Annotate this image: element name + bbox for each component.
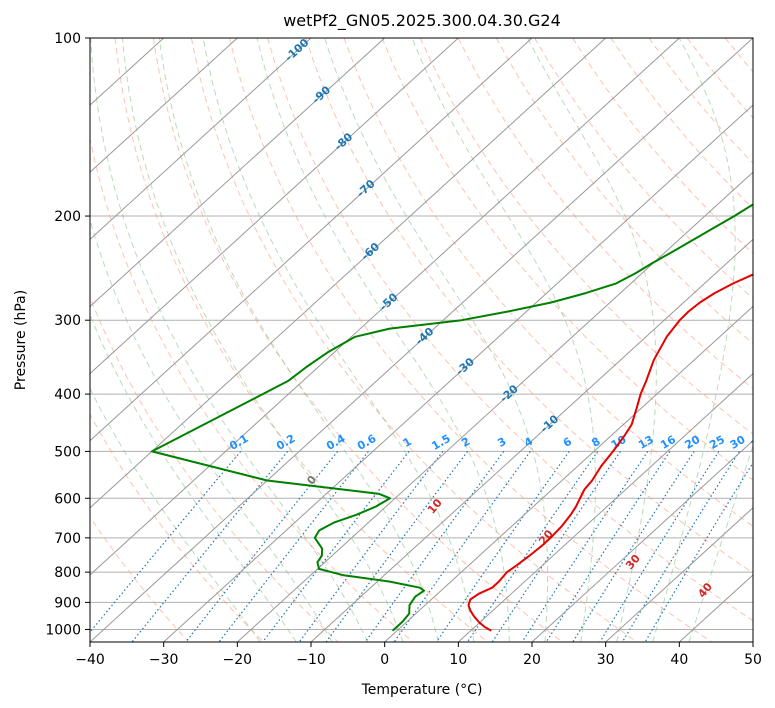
x-tick-label: 30 (597, 652, 615, 668)
moist-adiabat (121, 38, 404, 642)
x-tick-label: 50 (744, 652, 762, 668)
moist-adiabat (324, 38, 549, 642)
mixing-ratio-line (90, 451, 242, 633)
isotherm-line (531, 439, 753, 642)
moist-adiabat (202, 38, 475, 642)
axis-layer: −40 −30 −20 −10 0 10 20 30 40 50 100 200 300 400 500 60… (45, 31, 762, 668)
x-tick-label: −10 (296, 652, 326, 668)
x-tick-label: 20 (523, 652, 541, 668)
plot-frame (89, 37, 754, 643)
x-axis-title: Temperature (°C) (361, 682, 483, 698)
y-tick-label: 200 (54, 209, 81, 225)
x-tick-label: −30 (149, 652, 179, 668)
moist-adiabat (527, 38, 657, 642)
mixing-ratio-line (185, 451, 339, 642)
moist-adiabat (652, 38, 736, 642)
chart-title: wetPf2_GN05.2025.300.04.30.G24 (283, 11, 561, 31)
isotherm-line (310, 238, 753, 642)
dry-adiabat (90, 295, 339, 642)
x-tick-label: 40 (670, 652, 688, 668)
isotherm-line (384, 305, 753, 642)
isotherm-line (90, 38, 312, 241)
moist-adiabat (90, 38, 369, 642)
y-tick-label: 300 (54, 313, 81, 329)
y-tick-label: 1000 (45, 622, 81, 638)
y-axis-title: Pressure (hPa) (13, 290, 29, 390)
y-tick-label: 100 (54, 31, 81, 47)
dry-adiabat (152, 38, 563, 642)
mixing-ratio-line (521, 451, 649, 642)
mixing-ratio-line (325, 451, 468, 642)
isotherm-line (90, 38, 607, 509)
moist-adiabat (688, 444, 753, 642)
mixing-ratio-line (621, 451, 740, 642)
data-layer (150, 203, 753, 632)
y-tick-label: 500 (54, 444, 81, 460)
y-tick-label: 800 (54, 565, 81, 581)
mixing-ratio-line (298, 451, 444, 642)
isotherm-line (605, 507, 753, 642)
moist-adiabat (411, 38, 596, 642)
moist-adiabat (90, 313, 297, 642)
x-tick-label: −20 (223, 652, 253, 668)
y-tick-label: 600 (54, 491, 81, 507)
isotherm-line (236, 171, 753, 642)
x-tick-label: 0 (380, 652, 389, 668)
moist-adiabat (158, 38, 439, 642)
dry-adiabat (267, 38, 753, 622)
isotherm-line (90, 38, 533, 442)
mixing-ratio-line (393, 451, 531, 642)
x-tick-label: −40 (75, 652, 105, 668)
moist-adiabat (90, 387, 261, 642)
moist-adiabat (256, 38, 510, 642)
isotherm-line (90, 38, 386, 308)
isotherm-line (457, 372, 753, 642)
dry-adiabat (343, 38, 753, 527)
dry-adiabat (419, 38, 753, 435)
isotherm-line (90, 38, 459, 375)
dry-adiabat (457, 38, 753, 390)
isotherm-line (90, 38, 238, 173)
dry-adiabat (190, 38, 638, 642)
mixing-ratio-line (435, 451, 570, 642)
mixing-ratio-line (599, 451, 720, 642)
mixing-ratio-label: 36 (748, 433, 768, 452)
mixing-ratio-line (218, 451, 369, 642)
moist-adiabat (90, 218, 333, 642)
dry-adiabat (90, 413, 264, 642)
y-tick-label: 700 (54, 531, 81, 547)
temperature-profile (467, 273, 753, 632)
y-tick-label: 900 (54, 595, 81, 611)
dewpoint-profile (150, 203, 753, 632)
isotherm-line (90, 38, 753, 642)
y-tick-label: 400 (54, 387, 81, 403)
x-tick-label: 10 (449, 652, 467, 668)
isotherm-line (163, 104, 753, 642)
